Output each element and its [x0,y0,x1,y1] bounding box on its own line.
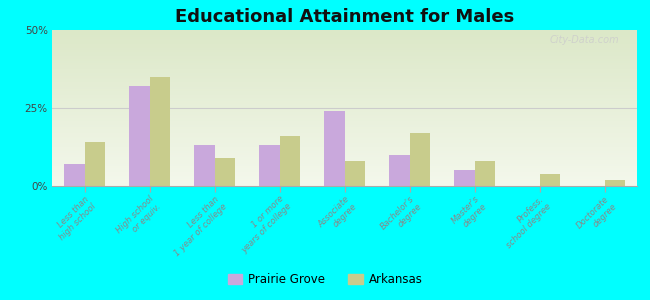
Bar [410,133,430,186]
Bar [389,155,410,186]
Bar [194,146,214,186]
Bar [214,158,235,186]
Bar [129,86,150,186]
Legend: Prairie Grove, Arkansas: Prairie Grove, Arkansas [223,269,427,291]
Bar [454,170,474,186]
Bar [64,164,84,186]
Text: City-Data.com: City-Data.com [550,35,619,45]
Bar [84,142,105,186]
Bar [324,111,344,186]
Title: Educational Attainment for Males: Educational Attainment for Males [175,8,514,26]
Bar [474,161,495,186]
Bar [280,136,300,186]
Bar [150,77,170,186]
Bar [344,161,365,186]
Bar [604,180,625,186]
Bar [259,146,280,186]
Bar [540,173,560,186]
